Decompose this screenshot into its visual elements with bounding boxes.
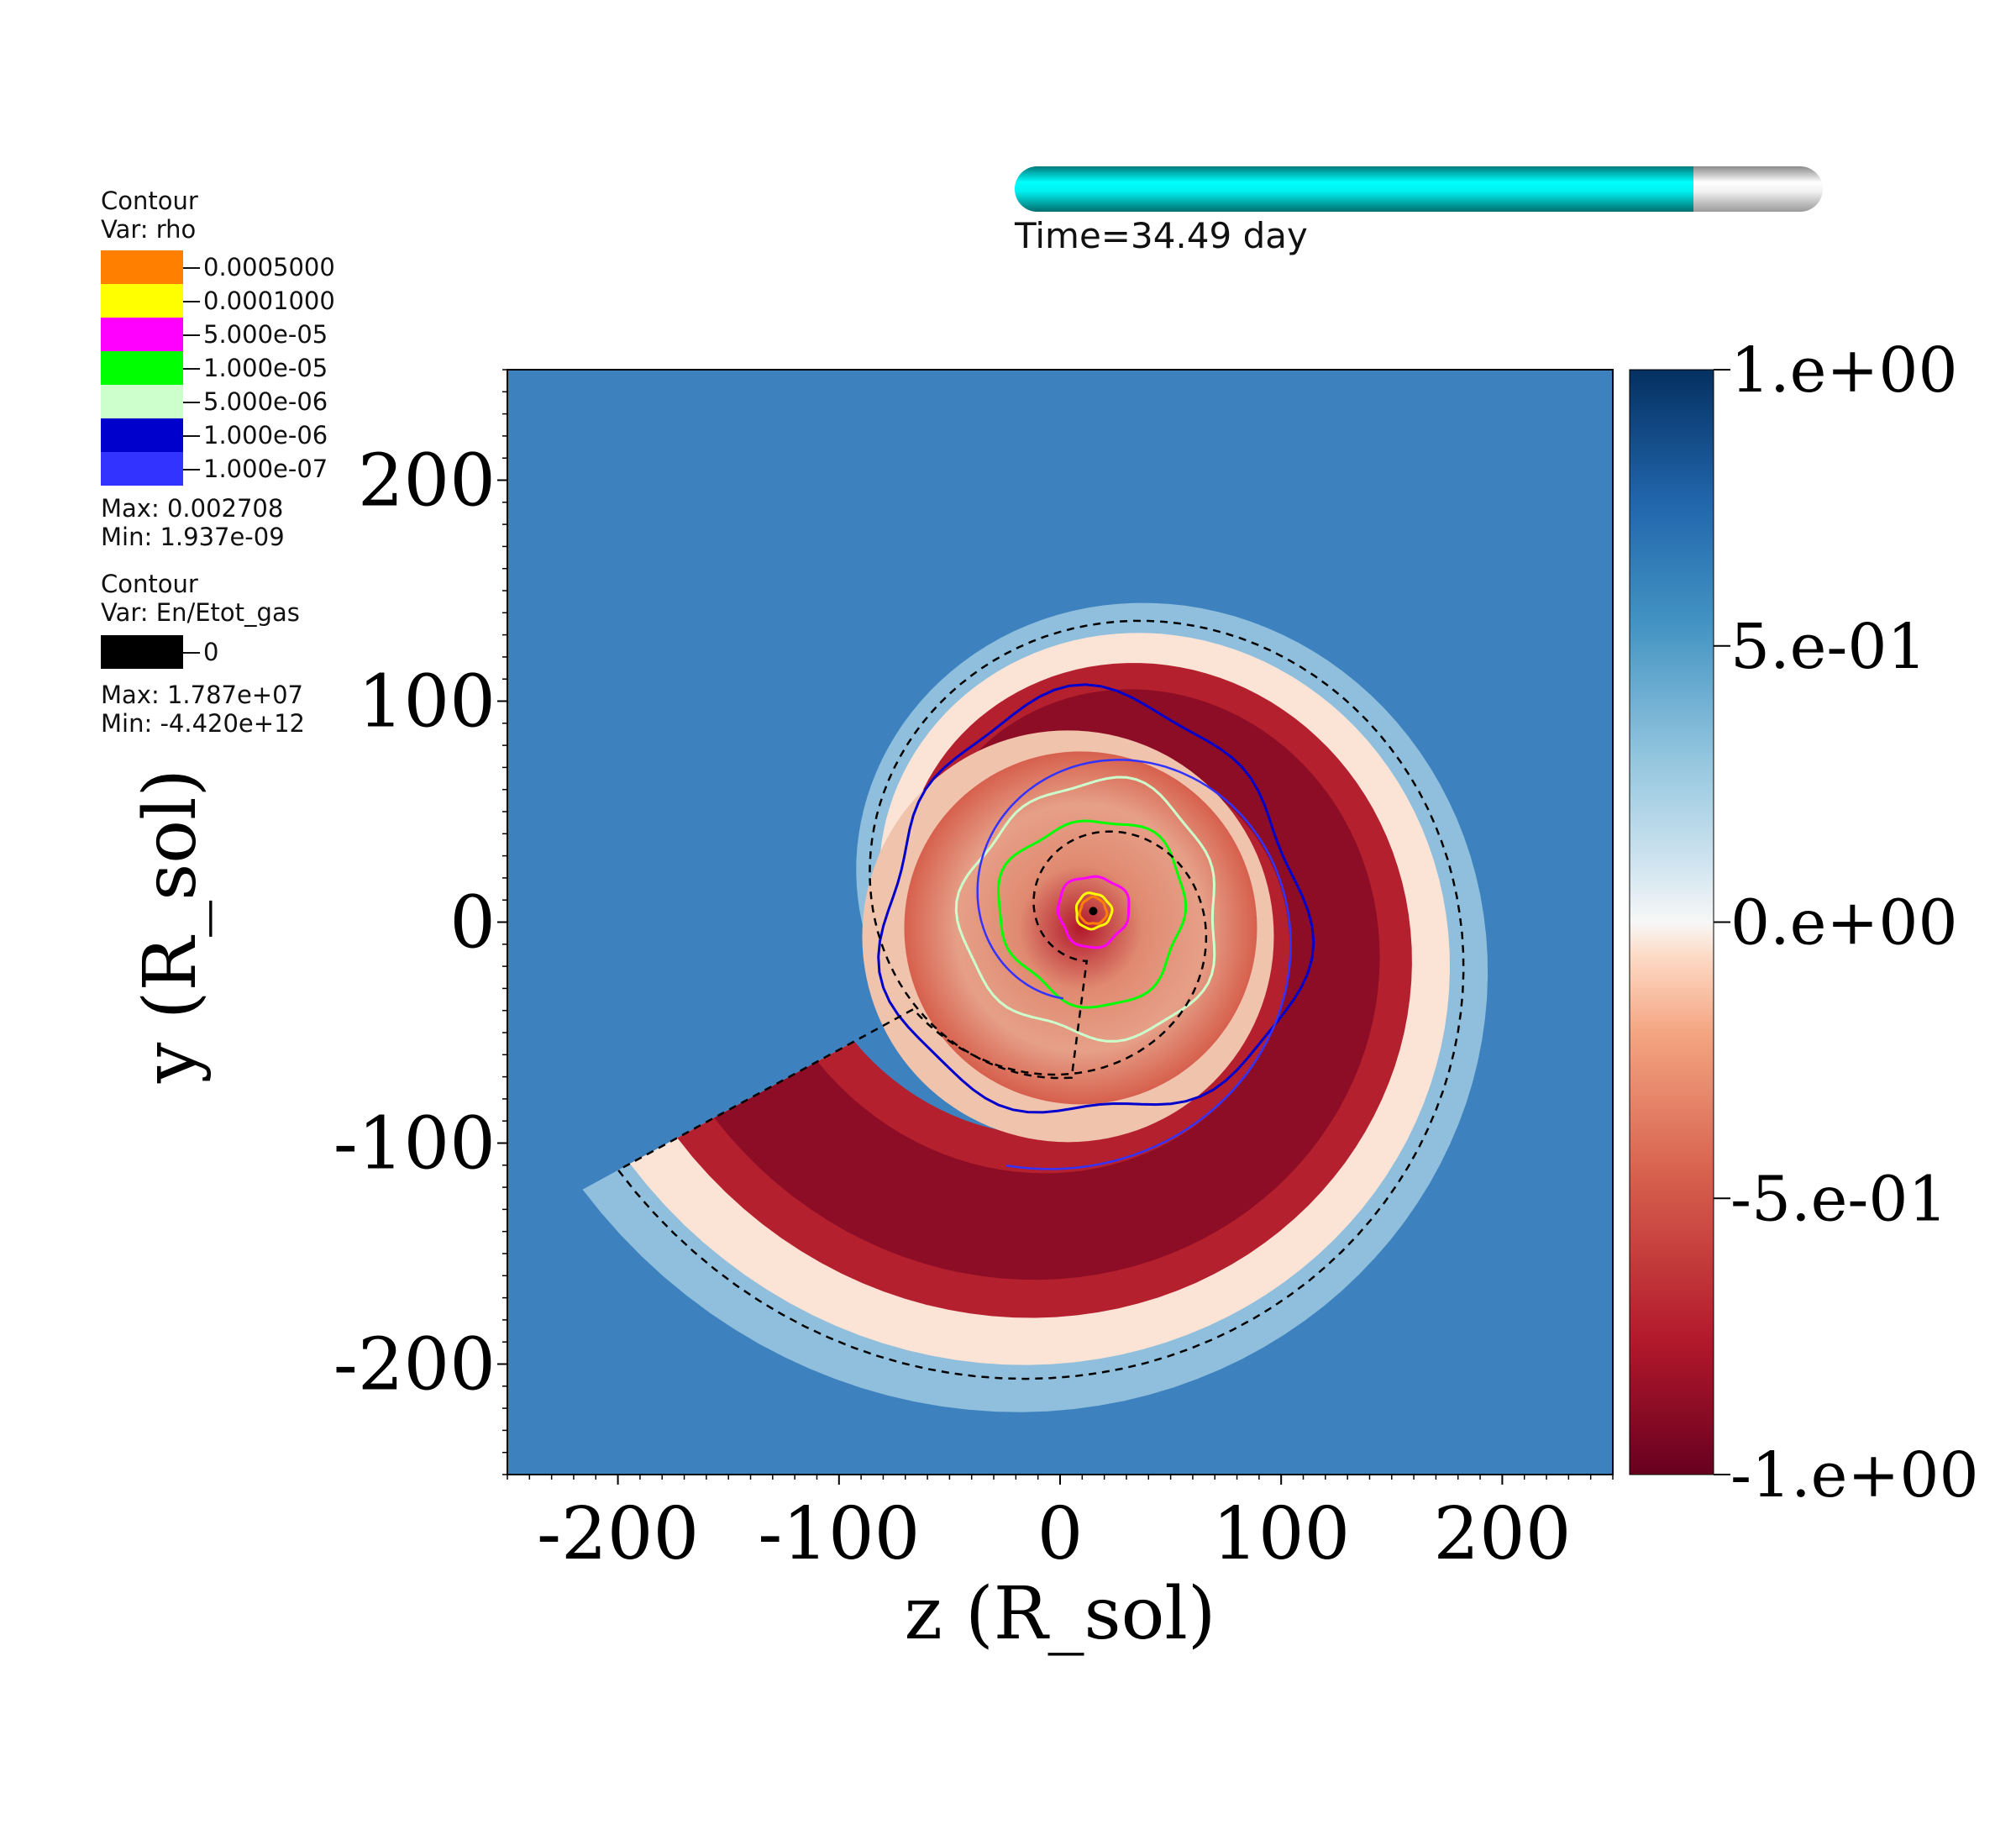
legend-tick <box>183 469 200 471</box>
time-progress-bar <box>1015 166 1823 212</box>
legend-row: 0.0005000 <box>101 250 378 284</box>
legend-var-rho: Var: rho <box>101 215 197 244</box>
legend-energy-levels: 0 <box>101 635 378 669</box>
x-axis-label: z (R_sol) <box>905 1572 1216 1656</box>
rho-contour <box>877 683 1315 1114</box>
legend-swatch <box>101 418 183 452</box>
y-tick-label: 100 <box>358 660 496 744</box>
y-tick-label: -200 <box>333 1323 496 1407</box>
legend-tick <box>183 267 200 269</box>
legend-row: 1.000e-05 <box>101 351 378 385</box>
colorbar-tick-label: 1.e+00 <box>1730 334 1958 407</box>
colorbar-tick-label: 5.e-01 <box>1730 611 1927 683</box>
legend-row: 1.000e-06 <box>101 418 378 452</box>
rho-contour <box>1078 895 1109 925</box>
legend-title-rho: Contour <box>101 187 198 215</box>
legend-swatch <box>101 318 183 351</box>
colorbar-ticks: 1.e+00 5.e-01 0.e+00 -5.e-01 -1.e+00 <box>1714 334 1979 1512</box>
field-core <box>904 751 1257 1105</box>
y-tick-label: -100 <box>333 1102 496 1186</box>
colorbar <box>1629 369 1714 1475</box>
legend-rho-min: Min: 1.937e-09 <box>101 523 285 551</box>
rho-contour <box>1056 875 1131 949</box>
legend-swatch <box>101 351 183 385</box>
legend-tick <box>183 652 200 654</box>
legend-label: 0.0005000 <box>203 253 335 281</box>
legend-row: 0.0001000 <box>101 284 378 318</box>
legend-swatch <box>101 635 183 669</box>
energy-zero-contour <box>617 619 1465 1380</box>
legend-tick <box>183 334 200 336</box>
legend-label: 1.000e-05 <box>203 354 328 382</box>
legend-row: 5.000e-06 <box>101 385 378 418</box>
x-tick-label: 0 <box>1037 1492 1084 1576</box>
legend-rho-max: Max: 0.002708 <box>101 494 284 523</box>
legend-row: 1.000e-07 <box>101 452 378 486</box>
time-label: Time=34.49 day <box>1015 215 1308 256</box>
legend-title-energy: Contour <box>101 570 198 598</box>
legend-row: 5.000e-05 <box>101 318 378 351</box>
y-axis-ticks: -200 -100 0 100 200 <box>333 439 507 1407</box>
y-tick-label: 200 <box>358 439 496 523</box>
legend-energy-min: Min: -4.420e+12 <box>101 709 305 738</box>
colorbar-tick-label: -5.e-01 <box>1730 1163 1948 1235</box>
x-tick-label: -200 <box>537 1492 699 1576</box>
rho-contour <box>954 776 1216 1043</box>
contour-lines <box>617 619 1465 1380</box>
legend-tick <box>183 402 200 403</box>
rho-contour-outer <box>976 759 1292 1170</box>
legend-label: 0.0001000 <box>203 287 335 315</box>
rho-contour <box>996 819 1188 1009</box>
core-point <box>1089 907 1098 916</box>
field-dark-arm <box>714 689 1380 1280</box>
legend-label: 1.000e-06 <box>203 421 328 450</box>
legend-tick <box>183 301 200 302</box>
legend-label: 5.000e-05 <box>203 320 328 349</box>
colorbar-tick-label: 0.e+00 <box>1730 887 1958 960</box>
legend-tick <box>183 368 200 370</box>
legend-label: 5.000e-06 <box>203 387 328 416</box>
legend-energy-max: Max: 1.787e+07 <box>101 681 304 709</box>
y-tick-label: 0 <box>449 881 496 965</box>
heatmap-field <box>582 602 1488 1412</box>
legend-swatch <box>101 250 183 284</box>
x-axis-ticks: -200 -100 0 100 200 <box>537 1475 1571 1576</box>
legend-label: 1.000e-07 <box>203 455 328 483</box>
colorbar-tick-label: -1.e+00 <box>1730 1439 1979 1512</box>
legend-swatch <box>101 385 183 418</box>
rho-contour <box>1074 891 1114 931</box>
x-tick-label: 200 <box>1433 1492 1571 1576</box>
legend-swatch <box>101 284 183 318</box>
contour-legend: Contour Var: rho 0.0005000 0.0001000 5.000… <box>101 187 378 738</box>
legend-tick <box>183 435 200 437</box>
time-progress-fill <box>1015 166 1694 212</box>
y-axis-label: y (R_sol) <box>129 769 213 1084</box>
legend-row: 0 <box>101 635 378 669</box>
legend-swatch <box>101 452 183 486</box>
x-tick-label: 100 <box>1212 1492 1350 1576</box>
legend-var-energy: Var: En/Etot_gas <box>101 598 300 627</box>
minor-ticks <box>502 369 1614 1480</box>
legend-label: 0 <box>203 638 219 666</box>
legend-rho-levels: 0.0005000 0.0001000 5.000e-05 1.000e-05 5.00… <box>101 250 378 486</box>
x-tick-label: -100 <box>758 1492 920 1576</box>
